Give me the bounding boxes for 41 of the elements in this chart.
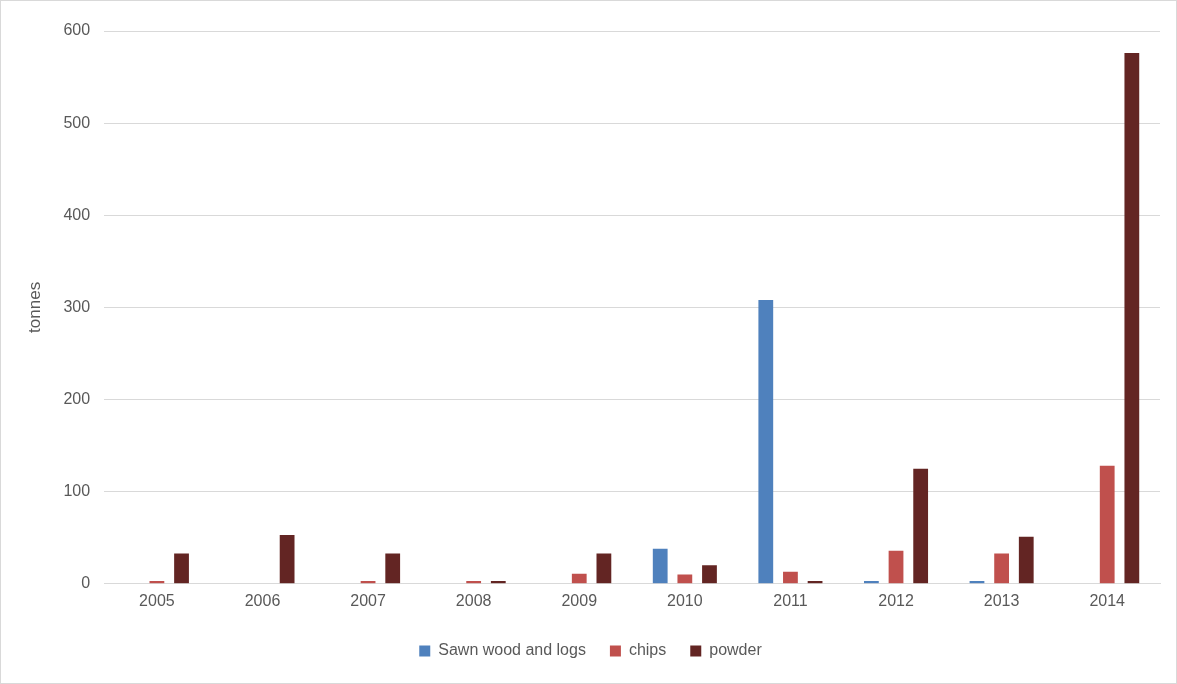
bar bbox=[571, 573, 587, 584]
y-tick-label: 200 bbox=[63, 389, 91, 407]
x-tick-label: 2008 bbox=[455, 591, 492, 609]
x-tick-label: 2005 bbox=[139, 591, 175, 609]
y-tick-label: 100 bbox=[63, 482, 91, 500]
bar bbox=[466, 581, 482, 584]
bar bbox=[385, 553, 401, 584]
x-tick-label: 2006 bbox=[244, 591, 281, 609]
legend-label: powder bbox=[709, 641, 763, 659]
bar bbox=[913, 468, 929, 584]
y-axis-title: tonnes bbox=[24, 281, 44, 333]
bar bbox=[279, 534, 295, 584]
y-tick-label: 0 bbox=[81, 574, 91, 592]
legend-label: chips bbox=[628, 641, 667, 659]
x-tick-label: 2009 bbox=[561, 591, 598, 609]
x-tick-label: 2012 bbox=[878, 591, 914, 609]
x-tick-label: 2013 bbox=[983, 591, 1020, 609]
bar bbox=[174, 553, 189, 584]
bar bbox=[994, 553, 1010, 584]
y-tick-label: 500 bbox=[63, 113, 91, 131]
bar bbox=[149, 581, 165, 584]
bar bbox=[490, 581, 506, 584]
x-tick-label: 2010 bbox=[667, 591, 703, 609]
bar bbox=[702, 565, 717, 584]
x-tick-label: 2014 bbox=[1089, 591, 1126, 609]
bar bbox=[652, 548, 668, 584]
bar bbox=[864, 581, 879, 584]
bar bbox=[677, 574, 693, 584]
x-tick-label: 2007 bbox=[350, 591, 386, 609]
bar bbox=[1018, 536, 1034, 584]
bar bbox=[1099, 465, 1115, 584]
legend-label: Sawn wood and logs bbox=[438, 641, 586, 659]
bar bbox=[783, 571, 798, 584]
y-tick-label: 400 bbox=[63, 205, 91, 223]
bar bbox=[596, 553, 612, 584]
x-tick-label: 2011 bbox=[773, 591, 808, 609]
bar bbox=[758, 300, 774, 584]
y-tick-label: 600 bbox=[63, 21, 91, 39]
bar bbox=[1124, 53, 1140, 584]
y-tick-label: 300 bbox=[63, 297, 91, 315]
bar bbox=[888, 550, 904, 584]
